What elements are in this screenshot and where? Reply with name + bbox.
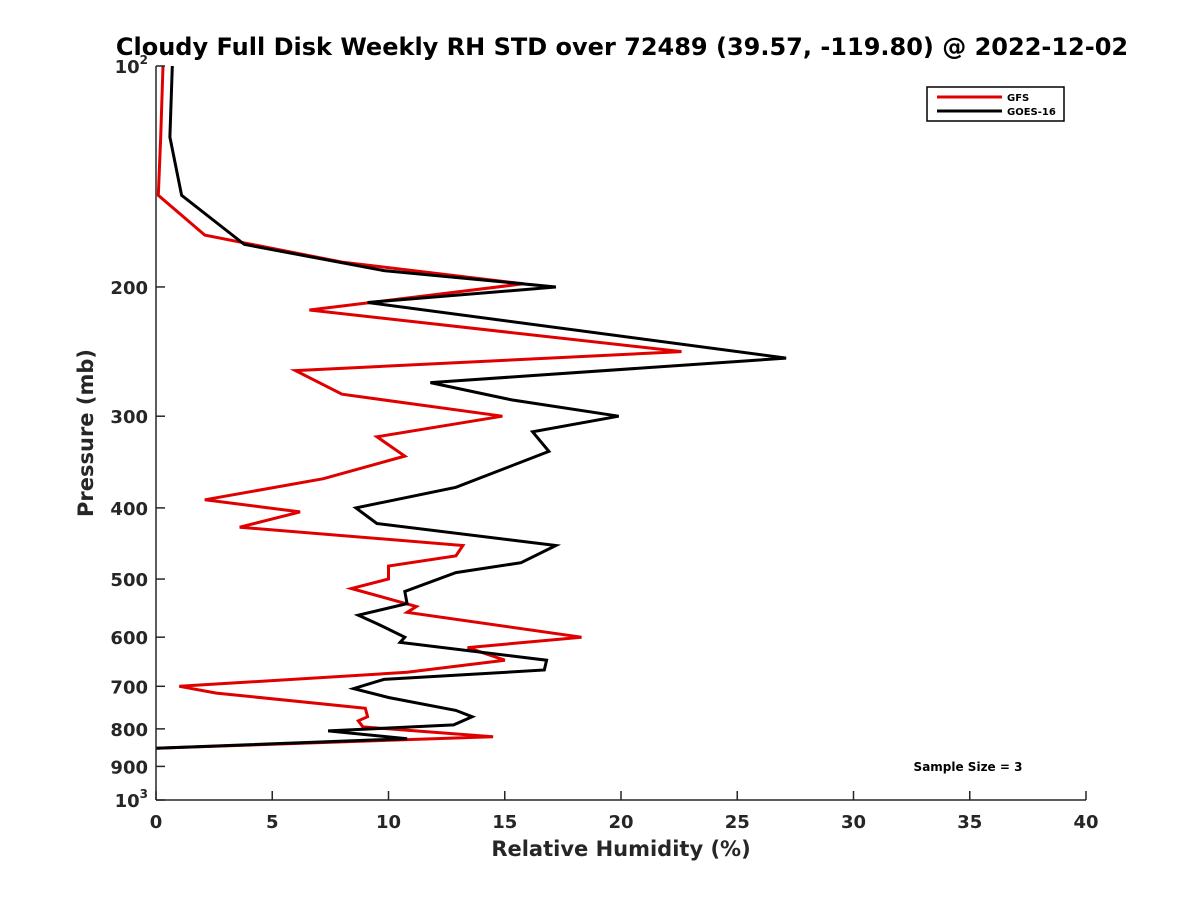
x-tick-label: 0 bbox=[150, 812, 163, 833]
chart-title: Cloudy Full Disk Weekly RH STD over 7248… bbox=[116, 33, 1128, 61]
x-tick-label: 25 bbox=[725, 812, 750, 833]
y-tick-label: 102 bbox=[115, 53, 148, 78]
y-tick-label: 300 bbox=[110, 407, 148, 428]
legend-label: GOES-16 bbox=[1007, 107, 1056, 118]
x-tick-label: 20 bbox=[608, 812, 633, 833]
x-axis-label: Relative Humidity (%) bbox=[491, 837, 750, 861]
y-tick-label: 900 bbox=[110, 757, 148, 778]
y-tick-label: 200 bbox=[110, 278, 148, 299]
x-tick-label: 5 bbox=[266, 812, 279, 833]
series-line-goes-16 bbox=[155, 65, 787, 750]
y-tick-label: 700 bbox=[110, 677, 148, 698]
y-tick-label: 103 bbox=[115, 787, 148, 812]
legend: GFS GOES-16 bbox=[926, 86, 1065, 122]
legend-box bbox=[926, 86, 1065, 122]
series-line-gfs bbox=[155, 65, 682, 750]
y-tick-label: 500 bbox=[110, 570, 148, 591]
y-tick-label: 800 bbox=[110, 720, 148, 741]
y-tick-label: 400 bbox=[110, 499, 148, 520]
x-tick-label: 30 bbox=[841, 812, 866, 833]
y-axis-label: Pressure (mb) bbox=[74, 349, 98, 517]
x-tick-label: 40 bbox=[1073, 812, 1098, 833]
x-tick-label: 35 bbox=[957, 812, 982, 833]
x-tick-label: 10 bbox=[376, 812, 401, 833]
series-layer bbox=[155, 65, 787, 750]
axes-layer: 0 5 10 15 20 25 30 35 40 102 200 300 400 500 600 700 800… bbox=[110, 53, 1098, 833]
x-tick-label: 15 bbox=[492, 812, 517, 833]
sample-size-note: Sample Size = 3 bbox=[914, 760, 1023, 774]
y-tick-label: 600 bbox=[110, 628, 148, 649]
plot-area bbox=[156, 66, 1086, 800]
legend-label: GFS bbox=[1007, 93, 1029, 104]
